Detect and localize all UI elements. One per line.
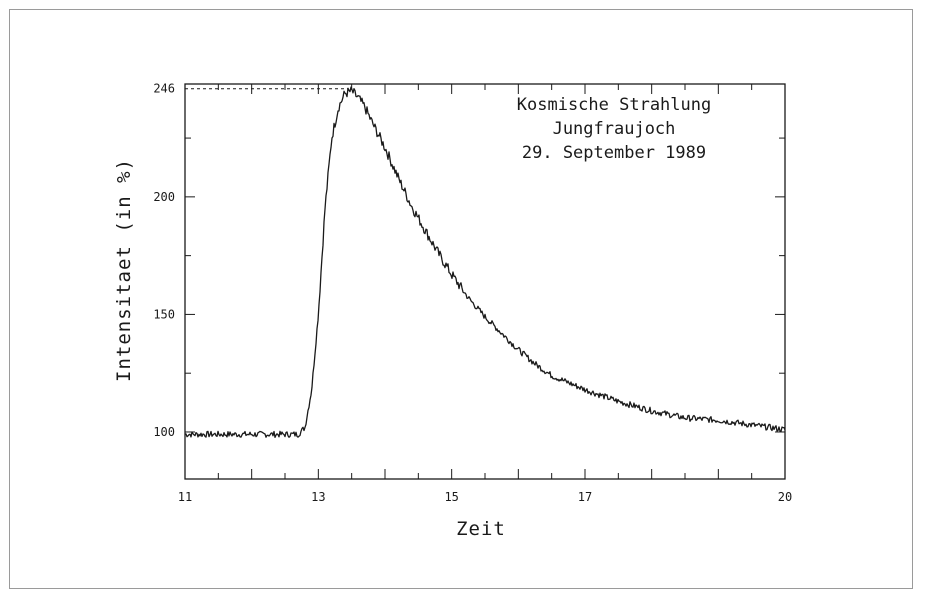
axis-tick-labels: 11 13 15 17 20 100 150 200 246 xyxy=(153,82,792,504)
figure-frame xyxy=(9,9,913,589)
y-axis-title: Intensitaet (in %) xyxy=(113,158,135,382)
cosmic-ray-chart: 11 13 15 17 20 100 150 200 246 Kosmische Strahlu… xyxy=(113,82,792,540)
chart-title-line-2: Jungfraujoch xyxy=(553,119,676,139)
y-tick-label: 100 xyxy=(153,425,175,439)
y-tick-label: 200 xyxy=(153,190,175,204)
chart-title-line-1: Kosmische Strahlung xyxy=(517,95,711,115)
x-tick-label: 20 xyxy=(778,490,792,504)
x-tick-label: 17 xyxy=(578,490,592,504)
y-tick-label: 150 xyxy=(153,307,175,321)
y-tick-label: 246 xyxy=(153,82,175,96)
chart-title-line-3: 29. September 1989 xyxy=(522,143,706,163)
x-axis-title: Zeit xyxy=(456,518,506,540)
x-tick-label: 15 xyxy=(444,490,458,504)
x-tick-label: 11 xyxy=(178,490,192,504)
x-tick-label: 13 xyxy=(311,490,325,504)
series-line xyxy=(184,86,786,438)
